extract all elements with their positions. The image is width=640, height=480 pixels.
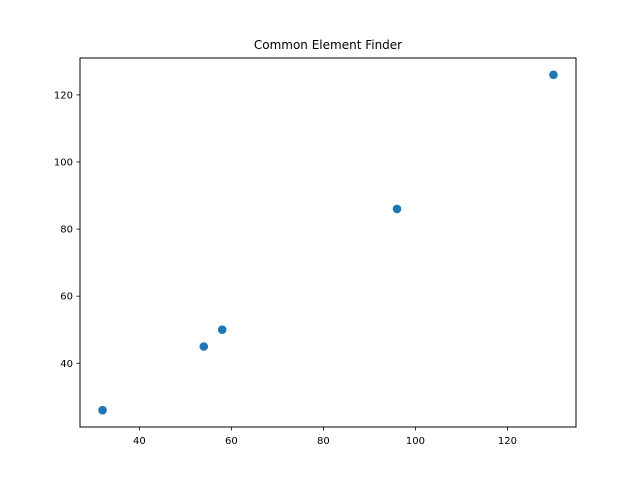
x-tick-label: 120 <box>498 436 517 447</box>
y-tick-label: 60 <box>60 292 73 303</box>
y-axis: 40 60 80 100 120 <box>54 90 80 370</box>
x-tick-label: 40 <box>133 436 146 447</box>
plot-area <box>98 70 558 415</box>
chart-title: Common Element Finder <box>254 38 402 52</box>
x-axis: 40 60 80 100 120 <box>133 427 517 447</box>
x-tick-label: 80 <box>317 436 330 447</box>
scatter-point <box>217 325 227 335</box>
scatter-point <box>199 342 209 351</box>
y-tick-label: 120 <box>54 90 73 101</box>
scatter-point <box>98 405 107 415</box>
scatter-point <box>392 204 402 214</box>
y-tick-label: 80 <box>60 225 73 236</box>
plot-frame <box>79 57 577 428</box>
y-tick-label: 100 <box>54 157 73 168</box>
x-tick-label: 60 <box>225 436 238 447</box>
y-tick-label: 40 <box>60 359 73 370</box>
scatter-point <box>549 70 558 80</box>
x-tick-label: 100 <box>406 436 425 447</box>
